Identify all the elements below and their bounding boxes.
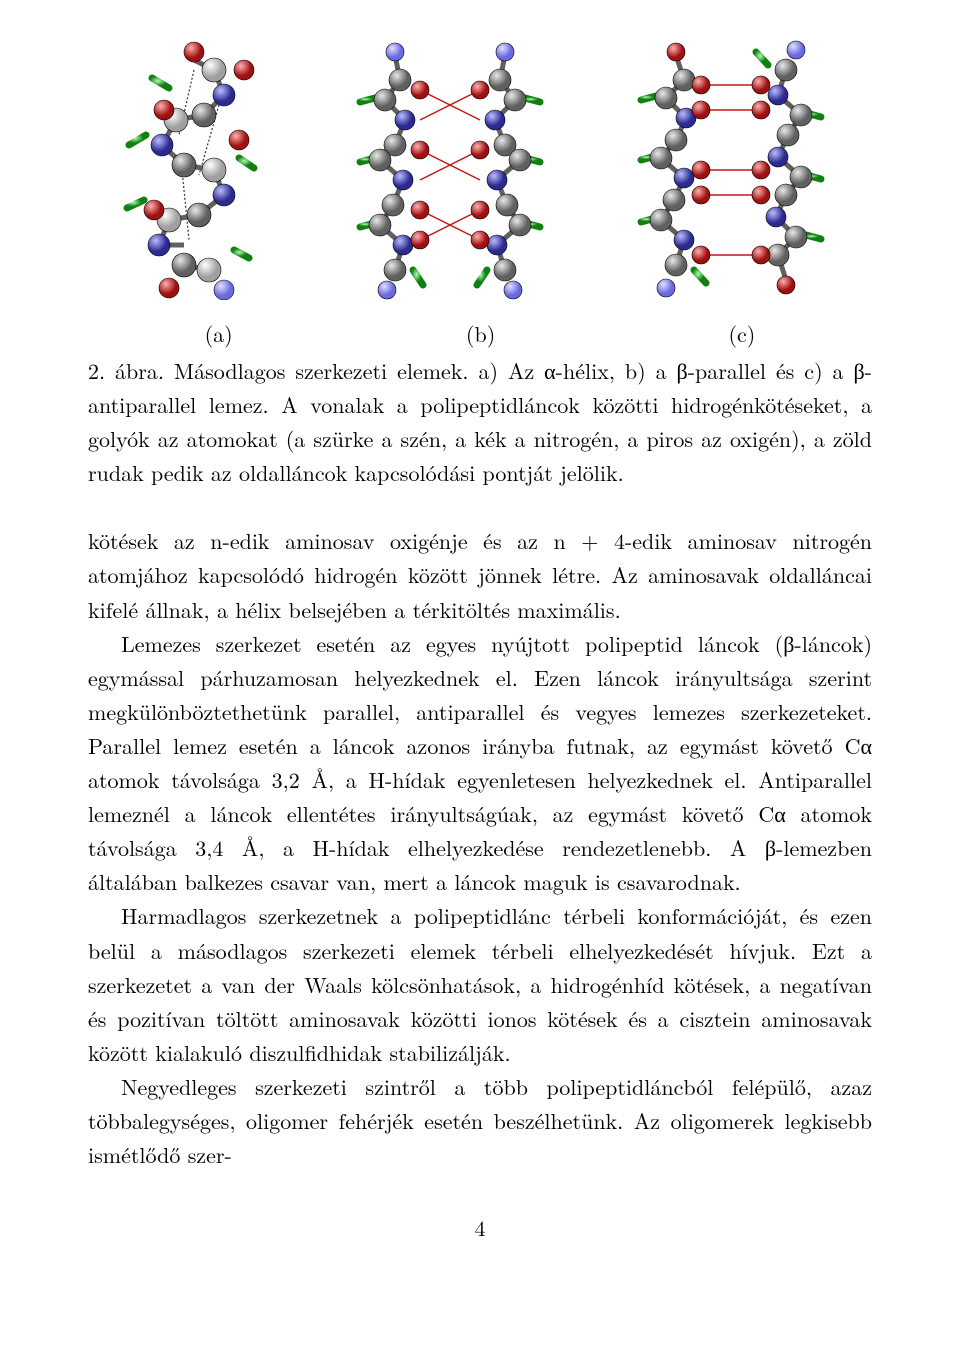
sublabel-b: (b) xyxy=(466,318,495,349)
body-text: kötések az n-edik aminosav oxigénje és a… xyxy=(88,524,872,1172)
paragraph-3: Harmadlagos szerkezetnek a polipeptidlán… xyxy=(88,899,872,1069)
figure-row xyxy=(88,40,872,300)
figure-caption: 2. ábra. Másodlagos szerkezeti elemek. a… xyxy=(88,354,872,490)
paragraph-1: kötések az n-edik aminosav oxigénje és a… xyxy=(88,524,872,626)
page-number: 4 xyxy=(88,1212,872,1243)
paragraph-2: Lemezes szerkezet esetén az egyes nyújto… xyxy=(88,627,872,900)
sublabel-a: (a) xyxy=(205,318,233,349)
figure-molecule-c xyxy=(606,40,856,300)
figure-molecule-a xyxy=(104,40,294,300)
figure-molecule-b xyxy=(325,40,575,300)
paragraph-4: Negyedleges szerkezeti szintről a több p… xyxy=(88,1070,872,1172)
sublabel-c: (c) xyxy=(728,318,755,349)
figure-sublabels: (a) (b) (c) xyxy=(88,318,872,349)
